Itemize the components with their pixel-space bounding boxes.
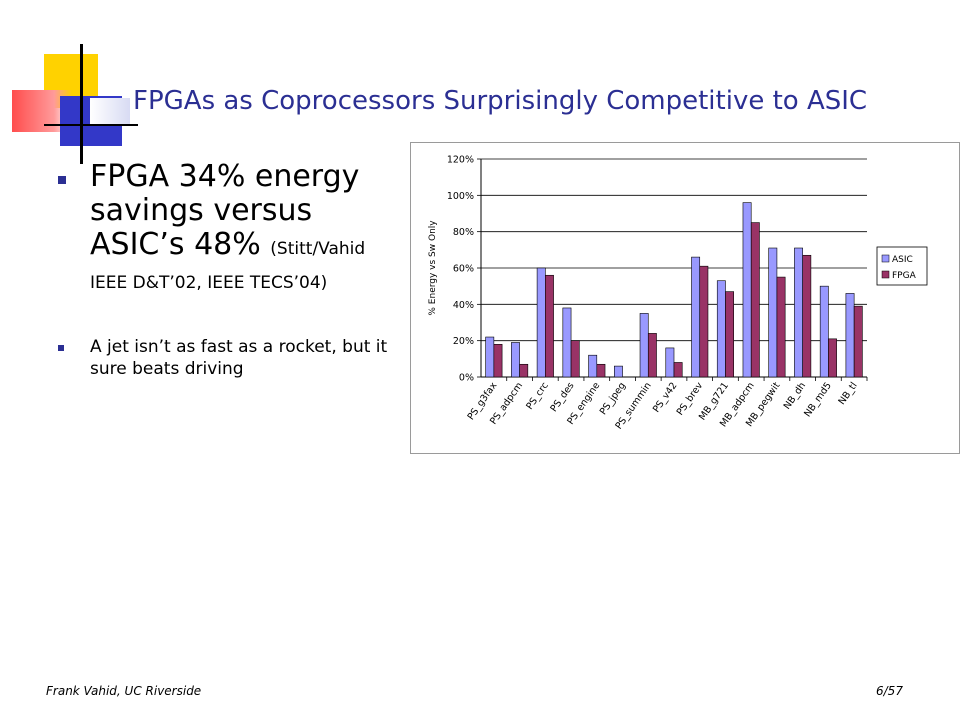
bar-fpga <box>750 222 760 378</box>
bullet-item-2: A jet isn’t as fast as a rocket, but it … <box>58 336 398 380</box>
slide-title: FPGAs as Coprocessors Surprisingly Compe… <box>133 86 868 116</box>
bar-fpga <box>699 265 709 378</box>
bar-fpga <box>673 362 683 378</box>
bullet1-citation: (Stitt/Vahid IEEE D&T’02, IEEE TECS’04) <box>90 239 366 293</box>
bar-asic <box>845 293 855 378</box>
bullet-list: FPGA 34% energy savings versus ASIC’s 48… <box>58 160 398 380</box>
legend-swatch-fpga <box>881 270 890 279</box>
decorative-logo <box>0 0 140 164</box>
legend-box <box>876 246 928 286</box>
bullet1-main-text: FPGA 34% energy savings versus ASIC’s 48… <box>90 159 360 262</box>
y-tick-label: 60% <box>453 264 474 275</box>
vertical-line-decoration <box>80 44 83 164</box>
bar-asic <box>588 354 598 378</box>
bar-asic <box>562 307 572 378</box>
legend-swatch-asic <box>881 254 890 263</box>
legend-label-fpga: FPGA <box>892 271 917 281</box>
bar-fpga <box>570 340 580 378</box>
bar-asic <box>536 267 546 378</box>
y-axis-label: % Energy vs Sw Only <box>428 220 438 316</box>
bar-asic <box>716 280 726 378</box>
bullet-item-1: FPGA 34% energy savings versus ASIC’s 48… <box>58 160 398 296</box>
bar-fpga <box>828 338 837 378</box>
chart-frame: 0% 20% 40% 60% 80% 100% 120% % Energy vs Sw Onl… <box>410 142 960 454</box>
bar-fpga <box>802 254 812 378</box>
bar-asic <box>794 247 803 378</box>
bar-fpga <box>647 333 657 378</box>
bar-asic <box>819 285 829 378</box>
y-tick-label: 120% <box>447 155 474 166</box>
x-tick-label: PS_crc <box>524 380 551 411</box>
bar-asic <box>613 365 623 378</box>
x-tick-label: NB_dh <box>782 380 808 411</box>
bar-fpga <box>545 274 554 378</box>
bar-asic <box>768 247 778 378</box>
bar-asic <box>511 342 520 378</box>
title-gradient-decoration <box>90 98 130 124</box>
footer-page-number: 6/57 <box>876 684 903 698</box>
bar-fpga <box>596 363 606 378</box>
horizontal-line-decoration <box>44 124 138 126</box>
bar-asic <box>665 347 675 378</box>
y-tick-label: 40% <box>453 300 474 311</box>
y-tick-label: 100% <box>447 191 474 202</box>
bar-asic <box>742 202 752 378</box>
footer-author: Frank Vahid, UC Riverside <box>46 684 202 698</box>
bar-fpga <box>493 344 503 378</box>
bar-fpga <box>725 291 735 378</box>
y-tick-label: 80% <box>453 227 474 238</box>
y-tick-label: 20% <box>453 336 474 347</box>
bullet2-text: A jet isn’t as fast as a rocket, but it … <box>90 337 388 379</box>
bar-fpga <box>519 363 529 378</box>
bar-fpga <box>776 276 786 378</box>
bar-asic <box>691 256 701 378</box>
bar-asic <box>485 336 495 378</box>
energy-bar-chart: 0% 20% 40% 60% 80% 100% 120% % Energy vs Sw Onl… <box>428 155 928 431</box>
y-tick-label: 0% <box>459 373 474 384</box>
bar-asic <box>639 313 649 378</box>
legend-label-asic: ASIC <box>892 255 913 265</box>
x-tick-label: NB_tl <box>836 380 859 407</box>
bar-fpga <box>853 305 863 378</box>
